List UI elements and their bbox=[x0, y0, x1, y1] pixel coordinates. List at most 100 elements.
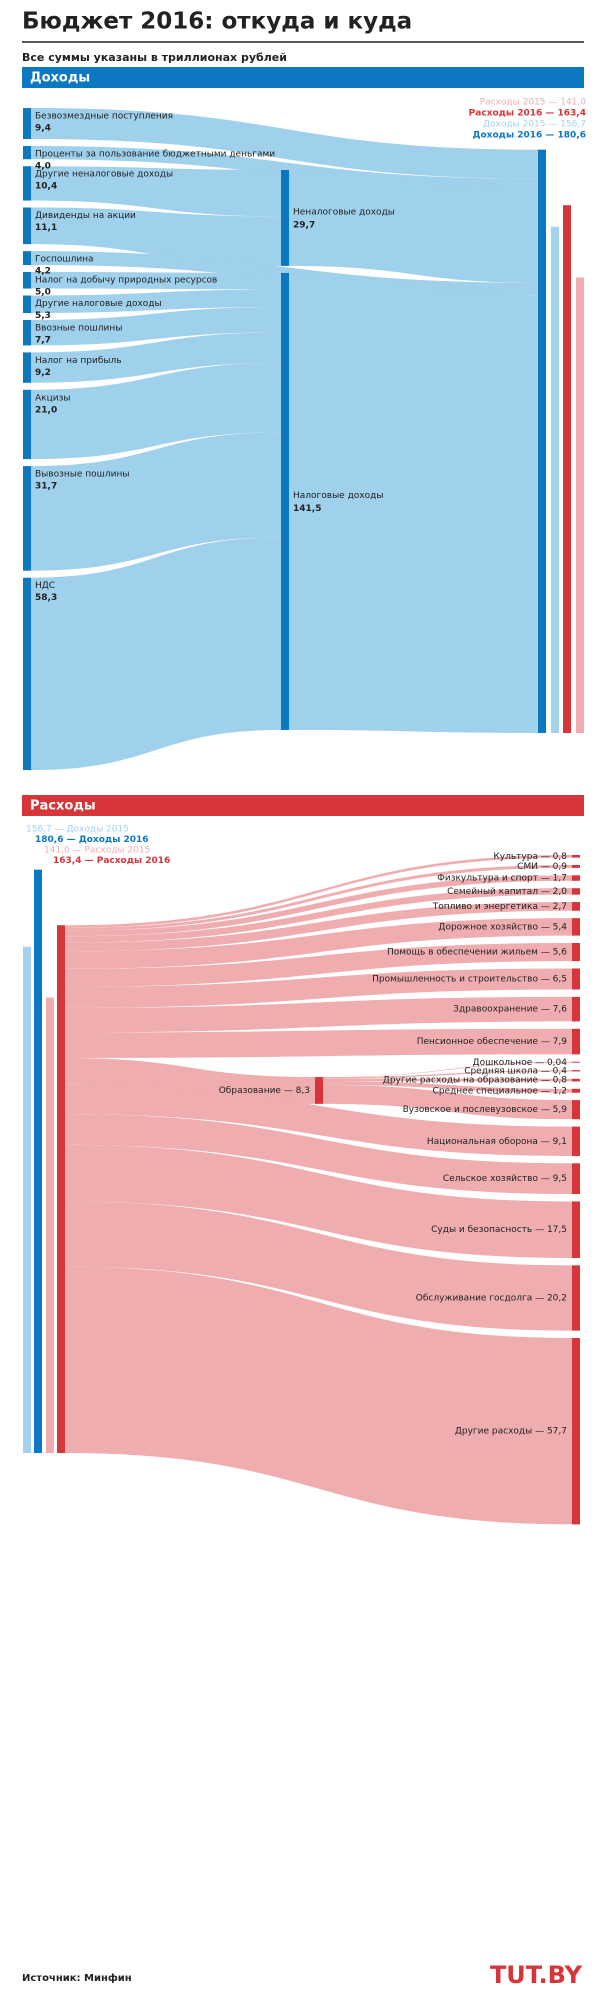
item-label: Здравоохранение — 7,6 bbox=[453, 1005, 567, 1015]
item-bar bbox=[572, 902, 580, 911]
group-name: Налоговые доходы bbox=[293, 491, 383, 501]
source-value: 5,3 bbox=[35, 311, 51, 321]
source-value: 4,2 bbox=[35, 267, 51, 277]
total-label: 156,7 — Доходы 2015 bbox=[26, 825, 129, 835]
flow bbox=[31, 537, 281, 771]
item-label: Помощь в обеспечении жильем — 5,6 bbox=[387, 948, 567, 958]
expense-heading: Расходы bbox=[30, 799, 96, 814]
total-bar bbox=[538, 149, 546, 734]
flow bbox=[323, 1061, 572, 1078]
total-bar bbox=[34, 869, 42, 1453]
item-bar bbox=[572, 864, 580, 868]
flow bbox=[65, 902, 572, 952]
item-label: Промышленность и строительство — 6,5 bbox=[372, 974, 567, 984]
source-note: Источник: Минфин bbox=[22, 1972, 132, 1984]
flow bbox=[65, 1201, 572, 1331]
source-value: 21,0 bbox=[35, 405, 57, 415]
item-label: Другие расходы на образование — 0,8 bbox=[383, 1076, 567, 1086]
source-bar bbox=[23, 577, 31, 771]
flow bbox=[65, 1084, 572, 1156]
item-label: Топливо и энергетика — 2,7 bbox=[432, 902, 567, 912]
source-name: Ввозные пошлины bbox=[35, 324, 122, 334]
total-label: 163,4 — Расходы 2016 bbox=[53, 856, 170, 866]
source-name: Госпошлина bbox=[35, 255, 94, 265]
source-name: НДС bbox=[35, 581, 55, 591]
source-name: Другие налоговые доходы bbox=[35, 299, 162, 309]
title: Бюджет 2016: откуда и куда bbox=[22, 9, 412, 35]
subtitle: Все суммы указаны в триллионах рублей bbox=[22, 51, 287, 64]
flow bbox=[323, 1084, 572, 1120]
flow bbox=[31, 108, 538, 179]
item-bar bbox=[572, 1088, 580, 1093]
flow bbox=[289, 170, 538, 283]
source-value: 7,7 bbox=[35, 336, 51, 346]
total-bar bbox=[23, 946, 31, 1453]
source-value: 4,0 bbox=[35, 162, 51, 172]
total-label: 141,0 — Расходы 2015 bbox=[44, 846, 150, 856]
group-value: 29,7 bbox=[293, 220, 315, 230]
flow bbox=[65, 1266, 572, 1525]
flow bbox=[31, 146, 538, 192]
flow bbox=[31, 272, 281, 290]
flow bbox=[31, 289, 281, 314]
source-name: Акцизы bbox=[35, 393, 70, 403]
income-heading: Доходы bbox=[30, 71, 90, 86]
source-value: 58,3 bbox=[35, 593, 57, 603]
flow bbox=[31, 166, 281, 217]
source-value: 5,0 bbox=[35, 288, 51, 298]
flow bbox=[65, 864, 572, 931]
source-name: Дивиденды на акции bbox=[35, 211, 136, 221]
item-label: Другие расходы — 57,7 bbox=[455, 1427, 567, 1437]
item-label: Дорожное хозяйство — 5,4 bbox=[438, 922, 567, 932]
item-bar bbox=[572, 918, 580, 936]
item-bar bbox=[572, 968, 580, 990]
total-bar bbox=[46, 997, 54, 1453]
item-bar bbox=[572, 1126, 580, 1156]
item-bar bbox=[572, 1061, 580, 1063]
flow bbox=[289, 272, 538, 733]
flow bbox=[65, 996, 572, 1033]
source-name: Безвозмездные поступления bbox=[35, 112, 173, 122]
total-bar bbox=[563, 205, 571, 733]
item-label: Национальная оборона — 9,1 bbox=[427, 1137, 567, 1147]
source-bar bbox=[23, 251, 31, 266]
item-bar bbox=[572, 888, 580, 895]
logo: TUT.BY bbox=[490, 1961, 583, 1989]
flow bbox=[31, 306, 281, 346]
flow bbox=[65, 855, 572, 928]
item-bar bbox=[572, 1265, 580, 1331]
income-heading-bar bbox=[22, 67, 584, 88]
flow bbox=[65, 875, 572, 937]
total-label: Доходы 2015 — 156,7 bbox=[483, 120, 586, 130]
group-bar bbox=[281, 170, 289, 266]
total-bar bbox=[576, 277, 584, 733]
source-bar bbox=[23, 320, 31, 346]
source-bar bbox=[23, 389, 31, 460]
source-value: 10,4 bbox=[35, 182, 57, 192]
flow bbox=[65, 918, 572, 969]
item-bar bbox=[572, 1078, 580, 1082]
item-label: Сельское хозяйство — 9,5 bbox=[443, 1174, 567, 1184]
total-label: Доходы 2016 — 180,6 bbox=[472, 131, 586, 141]
source-bar bbox=[23, 146, 31, 160]
source-value: 31,7 bbox=[35, 482, 57, 492]
source-bar bbox=[23, 108, 31, 140]
flow bbox=[65, 1114, 572, 1195]
flow bbox=[323, 1078, 572, 1082]
total-label: 180,6 — Доходы 2016 bbox=[35, 835, 149, 845]
item-bar bbox=[572, 875, 580, 881]
flow bbox=[65, 888, 572, 943]
item-bar bbox=[572, 855, 580, 858]
item-bar bbox=[572, 1100, 580, 1120]
item-label: Физкультура и спорт — 1,7 bbox=[437, 874, 567, 884]
flow bbox=[65, 968, 572, 1008]
item-label: Обслуживание госдолга — 20,2 bbox=[416, 1293, 567, 1303]
source-name: Другие неналоговые доходы bbox=[35, 170, 173, 180]
item-label: Среднее специальное — 1,2 bbox=[433, 1086, 567, 1096]
source-bar bbox=[23, 272, 31, 289]
group-name: Неналоговые доходы bbox=[293, 207, 395, 217]
flow bbox=[65, 1057, 315, 1104]
item-label: Средняя школа — 0,4 bbox=[464, 1066, 567, 1076]
total-bar bbox=[551, 226, 559, 733]
source-bar bbox=[23, 207, 31, 245]
